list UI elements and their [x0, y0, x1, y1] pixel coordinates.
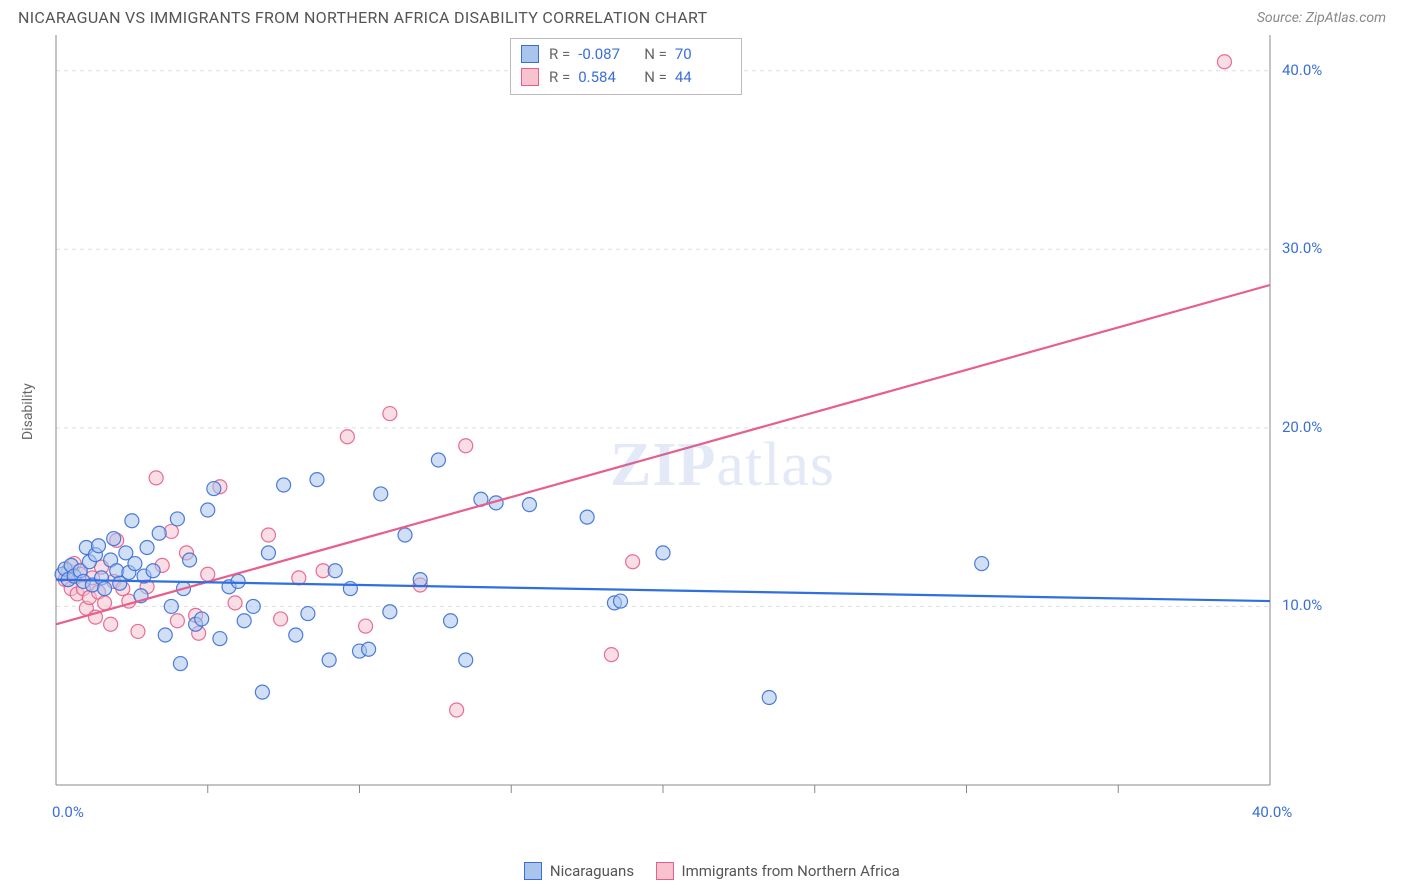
chart-title: NICARAGUAN VS IMMIGRANTS FROM NORTHERN A… [18, 8, 707, 27]
stats-row-1: R = -0.087 N = 70 [521, 43, 731, 66]
y-axis-label: Disability [20, 383, 36, 440]
stats-legend-box: R = -0.087 N = 70 R = 0.584 N = 44 [510, 38, 742, 95]
y-tick-label: 10.0% [1282, 596, 1322, 614]
legend-label-1: Nicaraguans [550, 862, 634, 880]
legend-label-2: Immigrants from Northern Africa [682, 862, 900, 880]
scatter-chart [50, 35, 1340, 805]
n-value-2: 44 [675, 66, 731, 89]
legend-swatch-blue-icon [524, 862, 542, 880]
y-tick-label: 30.0% [1282, 239, 1322, 257]
swatch-blue-icon [521, 45, 539, 63]
legend-swatch-pink-icon [656, 862, 674, 880]
source-name: ZipAtlas.com [1306, 10, 1386, 26]
y-tick-label: 20.0% [1282, 418, 1322, 436]
bottom-legend: Nicaraguans Immigrants from Northern Afr… [0, 862, 1406, 880]
swatch-pink-icon [521, 68, 539, 86]
source-prefix: Source: [1257, 10, 1306, 26]
r-label-1: R = [549, 43, 570, 66]
stats-row-2: R = 0.584 N = 44 [521, 66, 731, 89]
r-value-1: -0.087 [578, 43, 634, 66]
source-attribution: Source: ZipAtlas.com [1257, 10, 1386, 26]
x-end-label: 40.0% [1252, 803, 1292, 821]
n-label-2: N = [644, 66, 667, 89]
n-value-1: 70 [675, 43, 731, 66]
chart-header: NICARAGUAN VS IMMIGRANTS FROM NORTHERN A… [0, 0, 1406, 35]
r-value-2: 0.584 [578, 66, 634, 89]
r-label-2: R = [549, 66, 570, 89]
y-tick-label: 40.0% [1282, 61, 1322, 79]
n-label-1: N = [644, 43, 667, 66]
chart-area: ZIPatlas R = -0.087 N = 70 R = 0.584 N =… [50, 35, 1386, 809]
x-origin-label: 0.0% [52, 803, 84, 821]
